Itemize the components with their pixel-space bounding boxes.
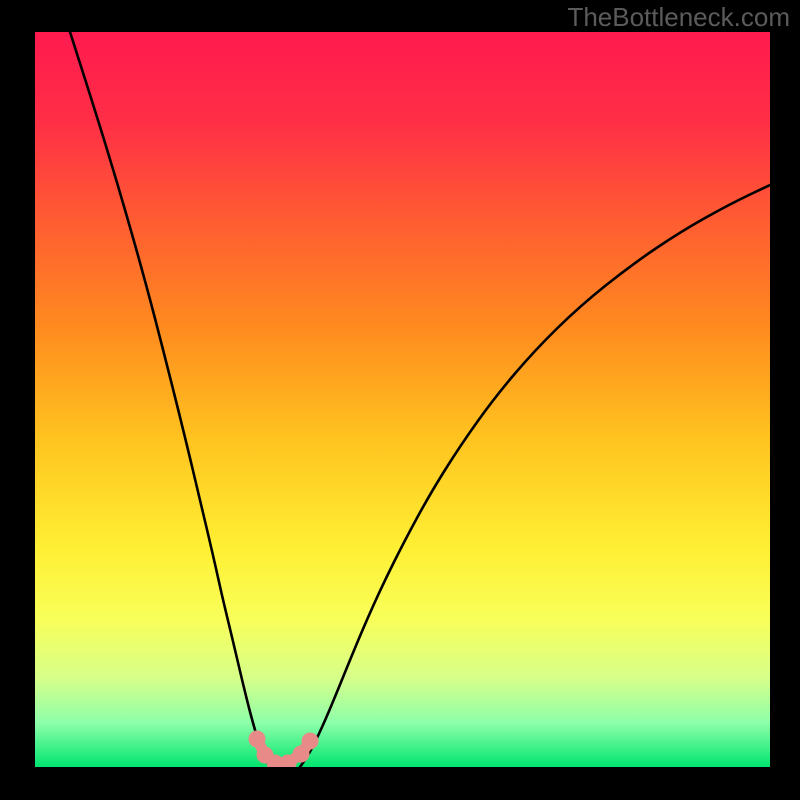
bottleneck-curve-right — [300, 185, 770, 767]
valley-marker-group — [249, 731, 319, 768]
watermark-text: TheBottleneck.com — [567, 2, 790, 33]
bottleneck-curve-left — [70, 32, 271, 767]
chart-svg — [35, 32, 770, 767]
valley-dot — [249, 731, 266, 748]
plot-area — [35, 32, 770, 767]
valley-dot — [302, 733, 319, 750]
